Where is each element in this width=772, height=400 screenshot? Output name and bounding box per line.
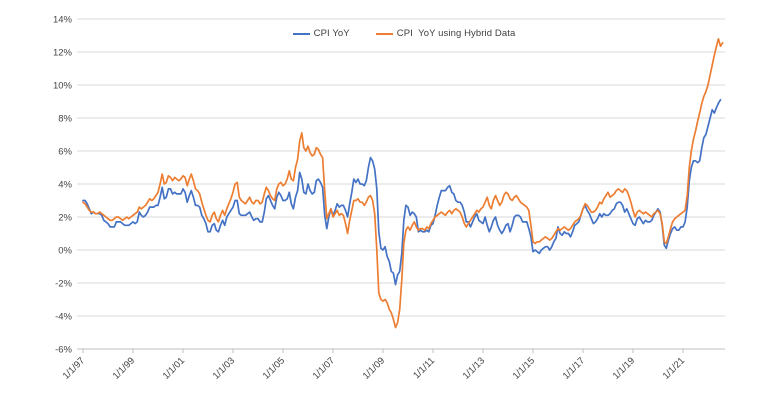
- series-line-cpi-yoy: [82, 98, 722, 286]
- y-axis-label: 14%: [53, 15, 73, 26]
- x-axis-label: 1/1/11: [411, 355, 437, 381]
- y-axis-label: 2%: [58, 213, 72, 224]
- y-axis-label: 0%: [58, 246, 72, 257]
- x-axis-label: 1/1/01: [161, 355, 187, 381]
- x-axis-label: 1/1/13: [461, 355, 487, 381]
- x-axis-label: 1/1/17: [561, 355, 587, 381]
- y-axis-label: 10%: [53, 81, 73, 92]
- x-axis-label: 1/1/21: [661, 355, 687, 381]
- x-axis-label: 1/1/03: [211, 355, 237, 381]
- x-axis-label: 1/1/19: [611, 355, 637, 381]
- y-axis-label: 6%: [58, 147, 72, 158]
- y-axis-label: -4%: [55, 312, 72, 323]
- x-axis-label: 1/1/97: [61, 355, 87, 381]
- x-axis-label: 1/1/05: [261, 355, 287, 381]
- y-axis-label: -2%: [55, 279, 72, 290]
- x-axis-label: 1/1/99: [111, 355, 137, 381]
- y-axis-label: 12%: [53, 48, 73, 59]
- x-axis-label: 1/1/09: [361, 355, 387, 381]
- x-axis-label: 1/1/07: [311, 355, 337, 381]
- x-axis-label: 1/1/15: [511, 355, 537, 381]
- y-axis-label: 8%: [58, 114, 72, 125]
- y-axis-label: -6%: [55, 345, 72, 356]
- y-axis-label: 4%: [58, 180, 72, 191]
- series-line-cpi-yoy-hybrid: [82, 37, 724, 329]
